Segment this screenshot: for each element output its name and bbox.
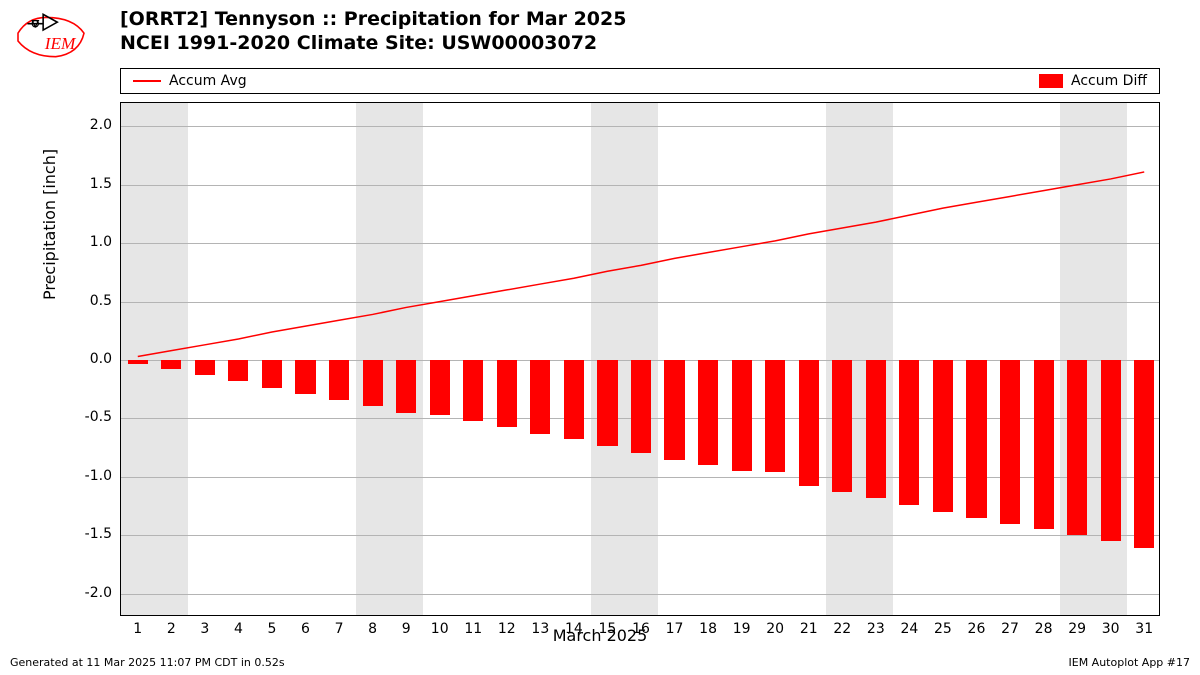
weekend-band xyxy=(591,103,658,615)
y-tick-label: 2.0 xyxy=(72,117,112,133)
accum-diff-bar xyxy=(1067,360,1087,535)
accum-diff-bar xyxy=(1134,360,1154,548)
logo-text: IEM xyxy=(44,34,77,53)
accum-diff-bar xyxy=(765,360,785,472)
iem-logo-icon: IEM xyxy=(10,8,92,63)
accum-diff-bar xyxy=(799,360,819,486)
accum-diff-bar xyxy=(396,360,416,413)
accum-diff-bar xyxy=(899,360,919,505)
y-tick-label: -1.5 xyxy=(72,526,112,542)
gridline xyxy=(121,126,1159,127)
gridline xyxy=(121,243,1159,244)
legend: Accum Avg Accum Diff xyxy=(120,68,1160,94)
accum-diff-bar xyxy=(1034,360,1054,529)
gridline xyxy=(121,594,1159,595)
accum-diff-bar xyxy=(195,360,215,375)
figure: IEM [ORRT2] Tennyson :: Precipitation fo… xyxy=(0,0,1200,675)
legend-item-diff: Accum Diff xyxy=(1039,73,1147,89)
y-axis-label: Precipitation [inch] xyxy=(40,149,59,300)
accum-diff-bar xyxy=(295,360,315,394)
plot-wrapper: Accum Avg Accum Diff 1234567891011121314… xyxy=(120,68,1160,616)
gridline xyxy=(121,302,1159,303)
legend-box-icon xyxy=(1039,74,1063,88)
accum-diff-bar xyxy=(497,360,517,427)
accum-diff-bar xyxy=(698,360,718,465)
x-axis-label: March 2025 xyxy=(0,626,1200,645)
weekend-band xyxy=(356,103,423,615)
y-tick-label: 0.5 xyxy=(72,293,112,309)
accum-diff-bar xyxy=(128,360,148,364)
accum-diff-bar xyxy=(631,360,651,453)
y-tick-label: 1.0 xyxy=(72,234,112,250)
accum-diff-bar xyxy=(732,360,752,471)
accum-diff-bar xyxy=(329,360,349,400)
legend-line-icon xyxy=(133,80,161,82)
chart-title: [ORRT2] Tennyson :: Precipitation for Ma… xyxy=(120,8,626,32)
accum-diff-bar xyxy=(966,360,986,518)
legend-label-diff: Accum Diff xyxy=(1071,73,1147,89)
accum-diff-bar xyxy=(866,360,886,498)
legend-label-avg: Accum Avg xyxy=(169,73,247,89)
accum-diff-bar xyxy=(664,360,684,460)
footer-right: IEM Autoplot App #17 xyxy=(1069,656,1191,669)
accum-diff-bar xyxy=(463,360,483,421)
y-tick-label: 1.5 xyxy=(72,176,112,192)
accum-diff-bar xyxy=(933,360,953,512)
accum-diff-bar xyxy=(363,360,383,406)
accum-diff-bar xyxy=(530,360,550,434)
y-tick-label: -1.0 xyxy=(72,468,112,484)
weekend-band xyxy=(826,103,893,615)
accum-diff-bar xyxy=(1101,360,1121,541)
gridline xyxy=(121,185,1159,186)
chart-subtitle: NCEI 1991-2020 Climate Site: USW00003072 xyxy=(120,32,626,56)
accum-diff-bar xyxy=(1000,360,1020,524)
weekend-band xyxy=(121,103,188,615)
accum-diff-bar xyxy=(262,360,282,388)
accum-diff-bar xyxy=(832,360,852,492)
plot-area: 1234567891011121314151617181920212223242… xyxy=(120,102,1160,616)
y-tick-label: 0.0 xyxy=(72,351,112,367)
accum-diff-bar xyxy=(597,360,617,446)
y-tick-label: -0.5 xyxy=(72,409,112,425)
accum-diff-bar xyxy=(564,360,584,439)
accum-diff-bar xyxy=(430,360,450,415)
accum-diff-bar xyxy=(161,360,181,369)
legend-item-avg: Accum Avg xyxy=(133,73,247,89)
title-block: [ORRT2] Tennyson :: Precipitation for Ma… xyxy=(120,8,626,56)
accum-diff-bar xyxy=(228,360,248,381)
gridline xyxy=(121,535,1159,536)
footer-left: Generated at 11 Mar 2025 11:07 PM CDT in… xyxy=(10,656,285,669)
y-tick-label: -2.0 xyxy=(72,585,112,601)
